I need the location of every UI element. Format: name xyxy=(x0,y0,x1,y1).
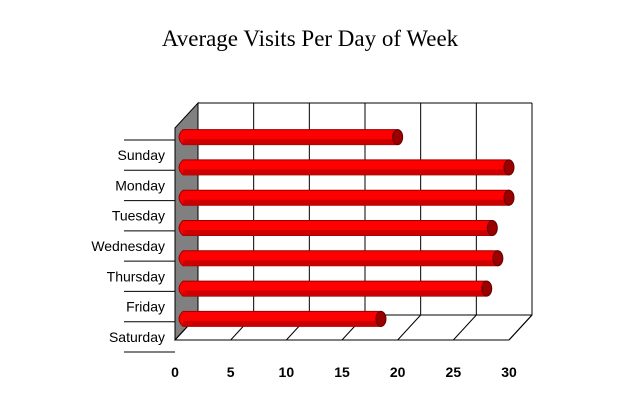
bar-end-cap xyxy=(492,250,504,267)
bar-shade xyxy=(183,169,509,175)
category-label: Monday xyxy=(115,177,165,193)
bar-wednesday xyxy=(178,220,498,236)
bar-shade xyxy=(183,320,381,327)
bar-end-cap xyxy=(375,310,387,327)
bar-end-cap xyxy=(392,129,404,146)
bar-shade xyxy=(183,290,487,297)
bar-shade xyxy=(183,199,509,206)
bars xyxy=(178,129,515,327)
category-label: Tuesday xyxy=(112,208,165,224)
floor-gridline xyxy=(452,314,477,341)
floor-gridline xyxy=(508,314,533,341)
x-tick-label: 15 xyxy=(334,364,350,380)
x-tick-label: 10 xyxy=(279,364,295,380)
bar-friday xyxy=(178,280,493,297)
x-tick-label: 30 xyxy=(501,364,517,380)
bar-monday xyxy=(178,159,515,176)
bar-end-cap xyxy=(486,220,498,236)
category-label: Thursday xyxy=(107,268,165,284)
x-tick-label: 20 xyxy=(390,364,406,380)
floor-gridline xyxy=(397,314,422,341)
chart-title: Average Visits Per Day of Week xyxy=(162,26,459,51)
bar-end-cap xyxy=(503,159,515,176)
bar-shade xyxy=(183,260,498,266)
category-label: Saturday xyxy=(109,329,165,345)
bar-end-cap xyxy=(481,280,493,297)
bar-shade xyxy=(183,139,398,145)
bar-shade xyxy=(183,230,493,236)
bar-end-cap xyxy=(503,189,515,206)
x-tick-label: 25 xyxy=(446,364,462,380)
bar-saturday xyxy=(178,310,387,327)
category-labels: Sunday Monday Tuesday Wednesday Thursday Frid… xyxy=(91,147,165,345)
category-label: Wednesday xyxy=(91,238,165,254)
x-tick-label: 5 xyxy=(227,364,235,380)
x-tick-label: 0 xyxy=(171,364,179,380)
x-axis-ticks: 0 5 10 15 20 25 30 xyxy=(171,364,517,380)
bar-tuesday xyxy=(178,189,515,206)
bar-thursday xyxy=(178,250,504,267)
category-label: Sunday xyxy=(118,147,165,163)
category-label: Friday xyxy=(126,299,165,315)
bar-sunday xyxy=(178,129,404,146)
